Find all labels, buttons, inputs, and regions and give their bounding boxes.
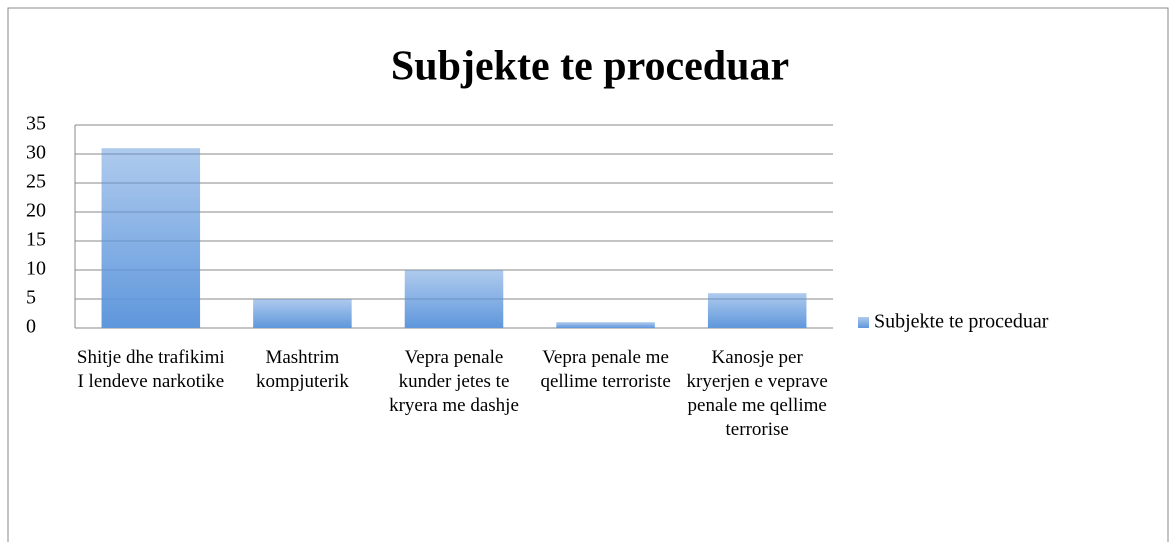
legend-label: Subjekte te proceduar — [874, 311, 1049, 333]
bar — [556, 322, 655, 328]
x-tick-label: Mashtrim kompjuterik — [255, 347, 349, 392]
bar — [253, 299, 352, 328]
y-tick-label: 0 — [26, 316, 36, 338]
bar — [707, 293, 807, 328]
chart-border — [7, 7, 1169, 542]
x-tick-label: Kanosje per kryerjen e veprave penale me… — [686, 347, 828, 440]
legend-swatch — [858, 317, 869, 328]
y-tick-label: 15 — [26, 229, 46, 251]
y-tick-label: 25 — [26, 171, 46, 193]
y-tick-label: 35 — [26, 113, 46, 135]
x-tick-label: Vepra penale me qellime terroriste — [540, 347, 671, 392]
y-tick-label: 30 — [26, 142, 46, 164]
x-tick-label: Shitje dhe trafikimi I lendeve narkotike — [76, 347, 225, 392]
bar — [404, 270, 504, 328]
y-tick-label: 10 — [26, 258, 46, 280]
y-tick-label: 20 — [26, 200, 46, 222]
y-tick-label: 5 — [26, 287, 36, 309]
chart-title: Subjekte te proceduar — [391, 44, 789, 90]
x-tick-label: Vepra penale kunder jetes te kryera me d… — [389, 347, 519, 416]
bar — [101, 148, 201, 328]
